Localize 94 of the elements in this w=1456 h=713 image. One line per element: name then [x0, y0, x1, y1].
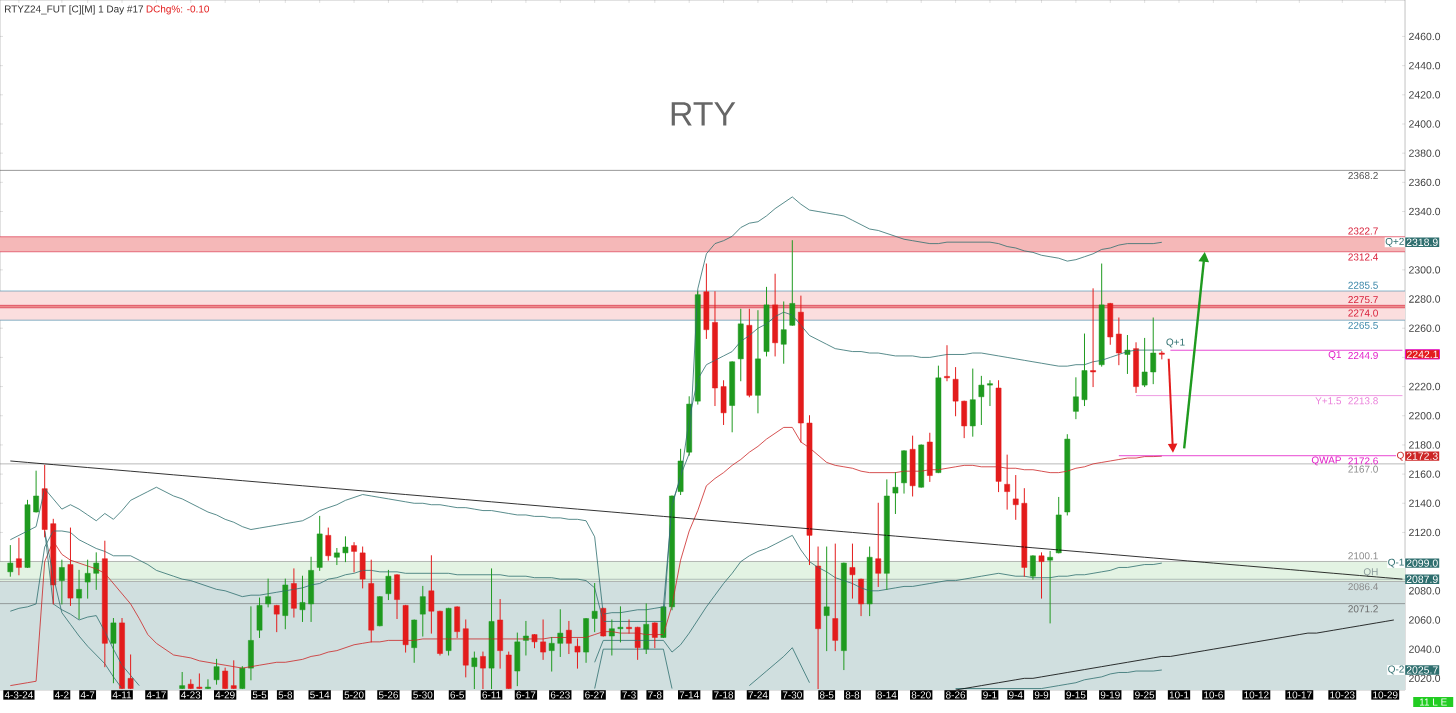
x-tick-label: 10-17	[1287, 691, 1312, 699]
x-tick-label: 9-15	[1066, 691, 1086, 699]
y-tick-label: 2380.0	[1409, 149, 1441, 157]
ref-line-label: QH	[1363, 568, 1378, 578]
y-tick-label: 2160.0	[1409, 470, 1441, 478]
x-tick-label: 4-11	[112, 691, 132, 699]
x-tick-label: 8-8	[845, 691, 860, 699]
series-label: Q1	[1328, 351, 1341, 360]
ref-line-label: 2312.4	[1348, 253, 1379, 261]
x-tick-label: 6-5	[450, 691, 464, 699]
annotation: DChg%: -0.10	[146, 5, 210, 15]
x-tick-label: 6-11	[482, 691, 501, 699]
ref-line-label: 2071.2	[1348, 605, 1378, 613]
ref-line-label: 2368.2	[1348, 172, 1378, 180]
x-tick-label: 4-2	[54, 691, 69, 699]
ref-line-label: 2086.4	[1348, 583, 1379, 591]
x-tick-label: 7-3	[622, 691, 636, 699]
text: 2087.9	[1406, 575, 1438, 583]
x-tick-label: 10-29	[1373, 691, 1398, 699]
y-tick-label: 2360.0	[1409, 178, 1441, 187]
text: 2099.0	[1406, 559, 1438, 567]
text: 11 L E	[1419, 698, 1447, 706]
x-tick-label: 8-20	[911, 691, 931, 699]
legend-label: Q-2	[1388, 665, 1404, 675]
y-tick-label: 2020.0	[1409, 674, 1441, 683]
y-tick-label: 2060.0	[1409, 616, 1441, 624]
x-tick-label: 4-3-24	[4, 691, 34, 699]
x-tick-label: 6-23	[550, 691, 570, 699]
x-tick-label: 4-17	[146, 691, 166, 699]
x-tick-label: 10-6	[1204, 691, 1223, 699]
x-tick-label: 5-14	[310, 691, 330, 699]
legend-label: Q+2	[1385, 237, 1404, 247]
ref-line-label: 2285.5	[1348, 281, 1378, 289]
x-tick-label: 5-26	[378, 691, 398, 699]
x-tick-label: 5-8	[278, 691, 293, 699]
x-tick-label: 4-23	[181, 691, 201, 699]
x-tick-label: 10-12	[1244, 691, 1269, 699]
x-tick-label: 4-29	[215, 691, 235, 699]
x-tick-label: 7-30	[782, 691, 802, 699]
y-tick-label: 2260.0	[1409, 324, 1441, 332]
legend-label: Q	[1397, 451, 1404, 461]
y-tick-label: 2080.0	[1409, 587, 1441, 595]
y-tick-label: 2140.0	[1409, 499, 1441, 507]
annotation: 2172.6	[1348, 457, 1378, 465]
text: 2172.3	[1406, 452, 1438, 460]
x-tick-label: 8-5	[819, 691, 834, 699]
x-tick-label: 10-23	[1330, 691, 1355, 699]
x-tick-label: 7-8	[648, 691, 662, 699]
y-tick-label: 2180.0	[1409, 441, 1441, 449]
text: 2025.7	[1406, 666, 1438, 674]
x-tick-label: 7-24	[748, 691, 768, 699]
y-tick-label: 2400.0	[1409, 120, 1441, 128]
y-tick-label: 2120.0	[1409, 528, 1441, 537]
legend-label: Q-1	[1388, 558, 1404, 568]
x-tick-label: 9-4	[1009, 691, 1023, 699]
ref-line-label: 2167.0	[1348, 465, 1378, 473]
y-tick-label: 2460.0	[1409, 32, 1441, 41]
y-tick-label: 2440.0	[1409, 61, 1441, 70]
chart-subtitle: RTYZ24_FUT [C][M] 1 Day #17	[5, 5, 144, 15]
x-tick-label: 5-5	[252, 691, 267, 699]
series-label: Y+1.5	[1315, 397, 1342, 405]
y-tick-label: 2220.0	[1409, 382, 1441, 391]
x-tick-label: 6-17	[516, 691, 536, 699]
x-tick-label: 5-30	[413, 691, 433, 699]
series-label: QWAP	[1311, 456, 1341, 466]
x-tick-label: 9-25	[1135, 691, 1155, 699]
series-label: Q+1	[1166, 338, 1185, 348]
ref-line-label: 2100.1	[1348, 552, 1378, 560]
ref-line-label: 2322.7	[1348, 227, 1378, 235]
annotation: 2213.8	[1348, 397, 1378, 405]
ref-line-label: 2265.5	[1348, 321, 1378, 329]
x-tick-label: 6-27	[585, 691, 605, 699]
text: 2318.9	[1406, 238, 1438, 246]
text: 2242.1	[1407, 350, 1438, 358]
x-tick-label: 9-19	[1100, 691, 1120, 699]
y-tick-label: 2300.0	[1409, 266, 1441, 274]
y-tick-label: 2280.0	[1409, 295, 1441, 303]
x-tick-label: 8-14	[877, 691, 897, 699]
x-tick-label: 7-18	[714, 691, 734, 699]
x-tick-label: 8-26	[946, 691, 966, 699]
annotation: 2244.9	[1348, 351, 1378, 359]
y-tick-label: 2340.0	[1409, 207, 1441, 216]
ref-line-label: 2274.0	[1348, 309, 1378, 317]
text: RTY	[671, 102, 736, 126]
x-tick-label: 9-1	[983, 691, 997, 699]
y-tick-label: 2420.0	[1409, 91, 1441, 99]
x-tick-label: 5-20	[344, 691, 364, 699]
x-tick-label: 4-7	[80, 691, 95, 699]
ref-line-label: 2275.7	[1348, 296, 1378, 304]
x-tick-label: 9-9	[1034, 691, 1049, 699]
x-tick-label: 7-14	[679, 691, 699, 699]
x-tick-label: 10-1	[1169, 691, 1189, 699]
y-tick-label: 2200.0	[1409, 412, 1441, 420]
y-tick-label: 2040.0	[1409, 645, 1441, 653]
